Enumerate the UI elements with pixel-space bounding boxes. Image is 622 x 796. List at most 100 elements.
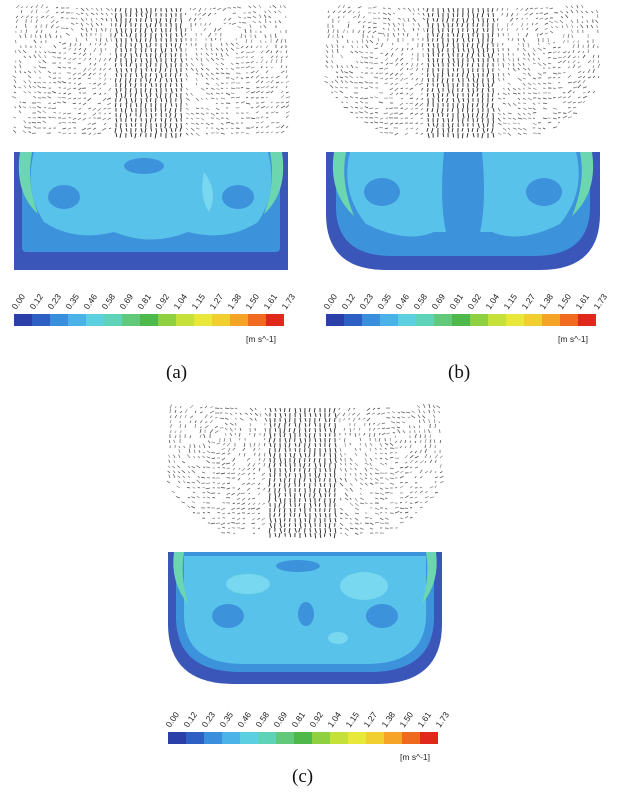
velocity-vector (367, 26, 371, 29)
velocity-vector (308, 467, 311, 473)
velocity-vector (360, 100, 364, 104)
velocity-vector (135, 27, 137, 32)
colorbar-tick-label: 1.04 (483, 292, 501, 312)
velocity-vector (456, 32, 459, 38)
velocity-vector (420, 117, 424, 120)
velocity-vector (265, 116, 269, 119)
velocity-vector (32, 107, 37, 109)
velocity-vector (379, 67, 384, 70)
velocity-vector (324, 80, 329, 84)
velocity-vector (400, 77, 404, 82)
velocity-vector (319, 532, 322, 538)
velocity-vector (349, 472, 352, 476)
velocity-vector (502, 97, 506, 100)
velocity-vector (456, 22, 459, 27)
velocity-vector (129, 12, 132, 18)
velocity-vector (417, 27, 419, 31)
velocity-vector (422, 411, 426, 414)
velocity-vector (14, 106, 17, 109)
velocity-vector (199, 411, 203, 414)
velocity-vector (260, 91, 264, 94)
velocity-vector (279, 527, 283, 534)
velocity-vector (22, 49, 27, 54)
velocity-vector (260, 126, 264, 129)
velocity-vector (275, 58, 278, 64)
velocity-vector (268, 462, 271, 468)
velocity-vector (456, 37, 459, 43)
velocity-vector (344, 487, 349, 492)
velocity-vector (61, 97, 67, 99)
velocity-vector (567, 66, 571, 69)
velocity-vector (114, 7, 117, 12)
velocity-vector (129, 17, 132, 24)
velocity-vector (30, 5, 33, 9)
velocity-vector (476, 12, 479, 18)
velocity-vector (362, 30, 365, 34)
velocity-vector (135, 127, 137, 132)
velocity-vector (224, 417, 229, 420)
velocity-vector (461, 32, 464, 38)
velocity-vector (467, 87, 470, 93)
velocity-vector (31, 122, 37, 124)
velocity-vector (204, 414, 208, 419)
velocity-vector (323, 452, 326, 457)
velocity-vector (429, 434, 432, 439)
velocity-vector (304, 447, 306, 453)
velocity-vector (108, 112, 112, 114)
velocity-vector (419, 469, 423, 474)
velocity-vector (339, 522, 344, 526)
velocity-vector (329, 432, 331, 437)
velocity-vector (532, 57, 535, 61)
velocity-vector (299, 522, 302, 529)
velocity-vector (227, 482, 231, 484)
velocity-vector (229, 407, 234, 410)
velocity-vector (225, 52, 229, 57)
velocity-vector (194, 22, 197, 26)
velocity-vector (288, 422, 291, 427)
velocity-vector (175, 7, 178, 12)
velocity-vector (87, 77, 92, 79)
velocity-vector (227, 447, 231, 453)
velocity-vector (562, 96, 566, 99)
velocity-vector (467, 32, 470, 39)
velocity-vector (245, 51, 251, 54)
velocity-vector (264, 10, 267, 14)
velocity-vector (486, 102, 489, 108)
velocity-vector (280, 101, 285, 104)
velocity-vector (195, 82, 198, 86)
velocity-vector (511, 22, 514, 26)
velocity-vector (90, 27, 92, 31)
velocity-vector (313, 492, 316, 499)
velocity-vector (497, 32, 500, 37)
velocity-vector (108, 57, 112, 61)
velocity-vector (289, 532, 292, 538)
velocity-vector (288, 427, 291, 433)
velocity-vector (216, 507, 221, 510)
velocity-vector (537, 72, 542, 76)
velocity-vector (395, 57, 399, 62)
velocity-vector (411, 77, 414, 81)
velocity-vector (385, 62, 389, 66)
velocity-vector (432, 112, 435, 118)
velocity-vector (510, 17, 514, 22)
velocity-vector (389, 437, 391, 442)
velocity-vector (522, 47, 527, 52)
velocity-vector (265, 131, 270, 134)
velocity-vector (426, 82, 429, 87)
velocity-vector (232, 462, 236, 467)
velocity-vector (145, 92, 148, 99)
velocity-vector (501, 12, 504, 16)
velocity-vector (180, 32, 183, 38)
velocity-vector (83, 102, 87, 106)
velocity-vector (273, 462, 276, 468)
velocity-vector (44, 106, 47, 109)
velocity-vector (471, 42, 474, 49)
velocity-vector (414, 496, 418, 499)
velocity-vector (164, 67, 167, 72)
velocity-vector (154, 132, 157, 139)
velocity-vector (14, 79, 17, 84)
velocity-vector (284, 38, 287, 44)
velocity-vector (236, 502, 241, 505)
velocity-vector (507, 87, 510, 91)
velocity-vector (280, 130, 285, 134)
